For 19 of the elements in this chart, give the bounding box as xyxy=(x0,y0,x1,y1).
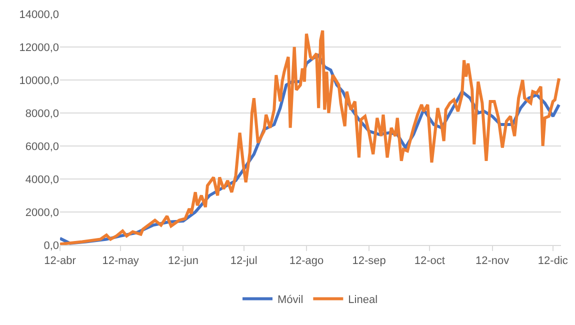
x-tick-label: 12-jun xyxy=(168,255,199,268)
x-tick-label: 12-may xyxy=(102,255,140,268)
x-tick-label: 12-ago xyxy=(289,255,324,268)
y-tick-label: 12000,0 xyxy=(19,42,59,54)
y-tick-label: 14000,0 xyxy=(19,8,59,21)
y-tick-label: 4000,0 xyxy=(25,174,59,186)
x-tick-label: 12-sep xyxy=(352,255,386,268)
x-tick-label: 12-nov xyxy=(475,255,510,268)
legend-label: Móvil xyxy=(278,294,304,306)
y-tick-label: 10000,0 xyxy=(19,74,59,87)
y-tick-label: 0,0 xyxy=(44,240,59,252)
x-tick-label: 12-jul xyxy=(230,255,258,268)
x-tick-label: 12-oct xyxy=(414,255,445,268)
legend-label: Lineal xyxy=(348,294,378,306)
x-tick-label: 12-dic xyxy=(538,255,568,268)
y-tick-label: 6000,0 xyxy=(25,140,59,153)
y-tick-label: 2000,0 xyxy=(25,206,59,219)
x-tick-label: 12-abr xyxy=(44,255,76,268)
y-tick-label: 8000,0 xyxy=(25,108,59,120)
